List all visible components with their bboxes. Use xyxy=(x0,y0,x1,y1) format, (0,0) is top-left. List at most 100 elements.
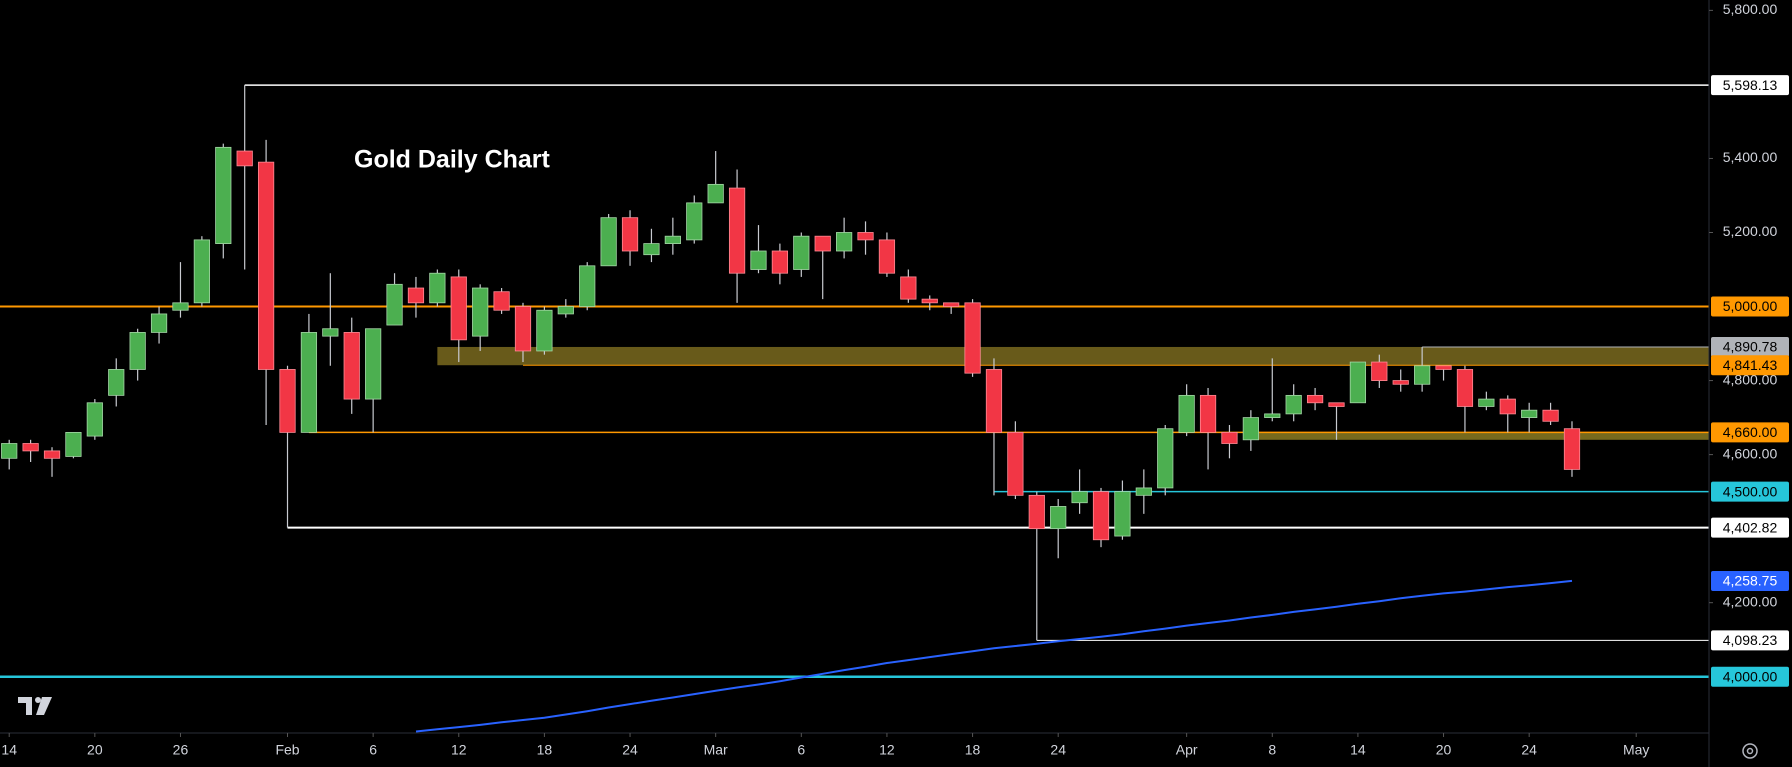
candle-body xyxy=(1542,409,1559,422)
price-badge-label: 4,660.00 xyxy=(1723,424,1778,440)
x-tick-label: 20 xyxy=(1436,742,1452,758)
candle-body xyxy=(1114,491,1131,537)
x-tick-label: 8 xyxy=(1268,742,1276,758)
candle-body xyxy=(1521,409,1538,418)
x-tick-label: 24 xyxy=(1521,742,1537,758)
price-badge xyxy=(1711,666,1789,687)
candle-body xyxy=(1135,487,1152,496)
candle-body xyxy=(964,302,981,374)
zone xyxy=(437,346,1710,366)
candle-body xyxy=(750,250,767,270)
candle-body xyxy=(1456,369,1474,407)
x-tick-label: 20 xyxy=(87,742,103,758)
price-badge-label: 4,890.78 xyxy=(1723,339,1778,355)
price-badge xyxy=(1711,630,1789,651)
price-badge-label: 4,841.43 xyxy=(1723,357,1778,373)
candle-body xyxy=(150,313,168,333)
candle-body xyxy=(1435,365,1452,370)
candle-body xyxy=(1221,431,1238,444)
price-badge-label: 4,500.00 xyxy=(1723,483,1778,499)
price-badge-label: 4,402.82 xyxy=(1723,519,1778,535)
candle-body xyxy=(621,217,639,252)
x-tick-label: 6 xyxy=(369,742,377,758)
candle-body xyxy=(1,443,18,459)
y-tick-label: 5,400.00 xyxy=(1723,149,1778,165)
candle-body xyxy=(878,239,896,274)
candle-body xyxy=(22,443,39,452)
candle-body xyxy=(1328,402,1345,407)
x-tick-label: Mar xyxy=(704,742,728,758)
candle-body xyxy=(943,302,960,307)
candle-body xyxy=(65,431,82,457)
candle-body xyxy=(514,306,532,352)
y-tick-label: 5,800.00 xyxy=(1723,1,1778,17)
candle-body xyxy=(836,232,853,252)
plot-area xyxy=(0,84,1710,733)
candle-body xyxy=(793,235,810,270)
y-tick-label: 4,800.00 xyxy=(1723,371,1778,387)
candle-body xyxy=(1007,431,1024,496)
candle-body xyxy=(1050,506,1067,530)
price-badge xyxy=(1711,355,1789,376)
x-tick-label: 18 xyxy=(965,742,981,758)
candle-body xyxy=(985,369,1003,433)
candle-body xyxy=(450,276,467,341)
x-tick-label: 26 xyxy=(173,742,189,758)
candle-body xyxy=(472,287,489,337)
candle-body xyxy=(300,332,318,433)
candle-body xyxy=(686,202,703,241)
x-tick-label: 14 xyxy=(1350,742,1366,758)
price-badge-label: 4,000.00 xyxy=(1723,668,1778,684)
candle-body xyxy=(1264,413,1281,418)
candle-body xyxy=(343,332,360,400)
candle-body xyxy=(429,272,446,304)
candle-body xyxy=(1199,394,1217,433)
candle-body xyxy=(407,287,425,304)
x-tick-label: 14 xyxy=(1,742,17,758)
candle-body xyxy=(643,243,660,256)
candle-body xyxy=(257,161,275,370)
price-badge xyxy=(1711,75,1789,96)
x-tick-label: Apr xyxy=(1176,742,1198,758)
price-badge-label: 4,258.75 xyxy=(1723,573,1778,589)
candle-body xyxy=(1242,417,1259,441)
candle-body xyxy=(857,232,874,241)
x-tick-label: 12 xyxy=(451,742,467,758)
candle-body xyxy=(600,217,617,267)
candle-body xyxy=(365,328,382,400)
candle-body xyxy=(43,450,61,459)
candle-body xyxy=(1563,428,1581,470)
y-tick-label: 5,200.00 xyxy=(1723,223,1778,239)
candle-body xyxy=(1178,394,1195,433)
candle-body xyxy=(579,265,596,307)
x-tick-label: 12 xyxy=(879,742,895,758)
x-tick-label: 24 xyxy=(1050,742,1066,758)
candle-body xyxy=(1028,494,1045,530)
candle-body xyxy=(236,150,253,167)
price-badge-label: 5,000.00 xyxy=(1723,298,1778,314)
candle-body xyxy=(215,146,232,244)
candle-body xyxy=(1092,491,1110,541)
candle-body xyxy=(728,187,746,274)
x-tick-label: Feb xyxy=(275,742,299,758)
price-badge xyxy=(1711,296,1789,317)
x-tick-label: 6 xyxy=(797,742,805,758)
moving-average-line xyxy=(415,579,1573,733)
candle-body xyxy=(279,369,296,433)
candle-body xyxy=(536,309,553,352)
candle-body xyxy=(900,276,917,300)
candle-body xyxy=(1371,361,1388,381)
candle-body xyxy=(193,239,210,304)
y-tick-label: 4,200.00 xyxy=(1723,593,1778,609)
candle-body xyxy=(557,306,574,315)
candle-body xyxy=(1414,365,1431,385)
y-tick-label: 4,600.00 xyxy=(1723,445,1778,461)
settings-icon[interactable] xyxy=(1742,743,1758,759)
candle-body xyxy=(771,250,789,274)
price-badge xyxy=(1711,336,1789,357)
candle-body xyxy=(1071,491,1088,504)
candle-body xyxy=(322,328,339,337)
price-badge xyxy=(1711,517,1789,538)
